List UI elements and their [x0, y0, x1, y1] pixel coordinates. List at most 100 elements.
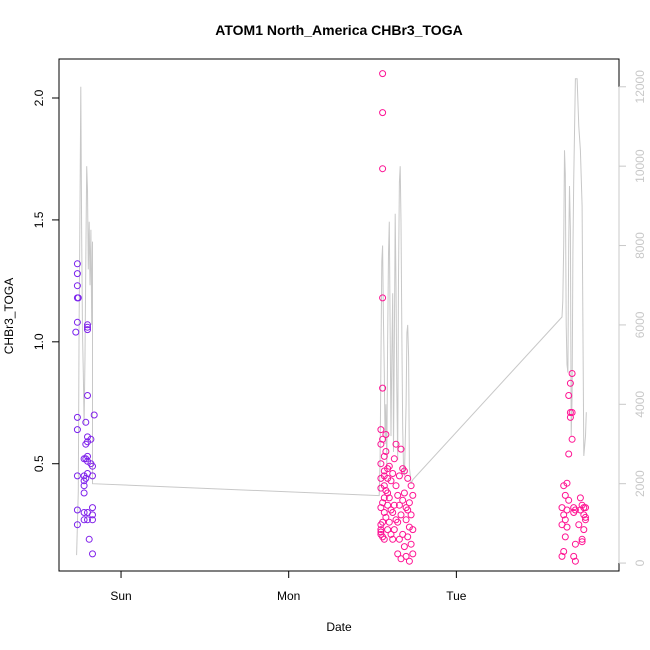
data-point	[575, 521, 583, 529]
y-axis-label: CHBr3_TOGA	[2, 278, 16, 354]
y2-tick-label: 0	[633, 559, 647, 566]
data-point	[390, 526, 398, 534]
data-point	[377, 426, 385, 434]
y2-tick-label: 10000	[633, 149, 647, 183]
data-point	[84, 326, 91, 334]
data-point	[404, 474, 412, 482]
data-point	[73, 318, 81, 326]
data-point	[90, 411, 98, 419]
data-point	[73, 413, 81, 421]
y-axis-right: 0 2000 4000 6000 8000 10000 12000	[618, 70, 647, 566]
data-point	[405, 557, 413, 565]
data-point	[407, 511, 415, 519]
x-axis: Sun Mon Tue	[110, 570, 467, 603]
data-point	[571, 557, 579, 565]
data-point	[387, 530, 395, 538]
data-point	[399, 496, 407, 504]
data-point	[409, 550, 417, 558]
data-point	[407, 540, 415, 548]
data-point	[89, 550, 96, 558]
data-point	[80, 509, 88, 516]
data-point	[379, 294, 387, 302]
data-point	[385, 518, 393, 526]
y2-tick-label: 4000	[633, 391, 647, 418]
point-layer	[72, 70, 589, 565]
data-point	[380, 509, 388, 516]
data-point	[73, 521, 81, 529]
data-point	[377, 440, 385, 448]
data-point	[382, 448, 390, 455]
data-point	[566, 413, 574, 421]
data-point	[565, 496, 573, 504]
data-point	[563, 506, 571, 514]
data-point	[80, 482, 88, 490]
chart-title: ATOM1 North_America CHBr3_TOGA	[215, 22, 462, 38]
data-point	[387, 477, 395, 485]
y-axis-left: 0.5 1.0 1.5 2.0	[32, 89, 60, 472]
y-tick-label: 1.0	[32, 333, 46, 350]
data-point	[390, 501, 398, 509]
data-point	[582, 504, 589, 512]
data-point	[84, 323, 91, 331]
data-point	[379, 70, 387, 78]
data-point	[379, 384, 387, 392]
data-point	[404, 506, 412, 514]
data-point	[409, 526, 417, 534]
data-point	[560, 511, 568, 519]
data-point	[380, 535, 388, 543]
data-point	[394, 491, 402, 499]
data-point	[389, 535, 397, 543]
data-point	[400, 467, 408, 475]
data-point	[84, 452, 91, 460]
data-point	[89, 511, 96, 519]
data-point	[394, 518, 402, 526]
data-point	[392, 440, 400, 448]
data-point	[72, 328, 80, 336]
data-point	[80, 489, 88, 497]
data-point	[397, 511, 405, 519]
y2-tick-label: 8000	[633, 232, 647, 259]
data-point	[80, 516, 88, 524]
data-point	[405, 499, 413, 507]
line-layer	[76, 78, 587, 556]
data-point	[571, 540, 579, 548]
data-point	[395, 535, 403, 543]
data-point	[389, 470, 397, 477]
data-point	[582, 516, 589, 524]
data-point	[73, 260, 81, 268]
data-point	[380, 494, 388, 502]
data-point	[563, 523, 571, 531]
y2-tick-label: 12000	[633, 70, 647, 104]
data-point	[382, 431, 390, 438]
data-point	[385, 462, 393, 470]
data-point	[377, 504, 385, 512]
data-point	[385, 494, 393, 502]
data-point	[409, 491, 417, 499]
data-point	[73, 282, 81, 290]
data-point	[389, 509, 397, 516]
data-point	[73, 270, 81, 278]
data-point	[565, 392, 573, 399]
data-point	[560, 548, 568, 555]
data-point	[89, 504, 96, 512]
data-point	[561, 491, 569, 499]
data-point	[89, 516, 96, 524]
data-point	[84, 516, 91, 524]
y2-tick-label: 6000	[633, 311, 647, 338]
data-point	[384, 526, 392, 534]
x-tick-label: Sun	[110, 589, 131, 603]
y-tick-label: 0.5	[32, 455, 46, 472]
data-point	[407, 482, 415, 490]
data-point	[568, 409, 576, 416]
data-point	[384, 501, 392, 509]
data-point	[400, 489, 408, 497]
data-point	[580, 526, 588, 534]
data-point	[568, 435, 576, 443]
data-point	[382, 513, 390, 521]
data-point	[379, 518, 387, 526]
data-point	[82, 418, 90, 426]
data-point	[395, 472, 403, 480]
data-point	[394, 550, 402, 558]
data-point	[571, 506, 579, 514]
data-point	[384, 489, 392, 497]
